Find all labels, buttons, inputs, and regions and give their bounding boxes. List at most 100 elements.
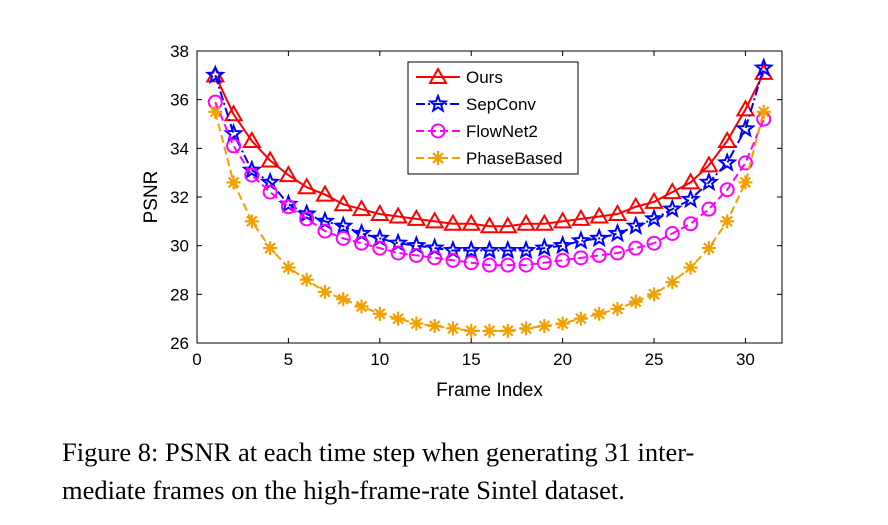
data-point <box>699 155 719 173</box>
asterisk-stroke <box>264 242 276 254</box>
x-tick-label: 5 <box>284 350 293 369</box>
data-point <box>588 227 610 248</box>
data-point <box>332 215 354 235</box>
y-tick-label: 34 <box>170 139 189 158</box>
data-point <box>516 213 536 231</box>
data-point <box>204 64 226 85</box>
data-point <box>406 208 427 226</box>
data-point <box>680 172 701 190</box>
data-point <box>717 131 737 149</box>
legend-label: Ours <box>466 68 503 87</box>
data-point <box>683 260 698 275</box>
data-point <box>571 208 591 226</box>
asterisk-stroke <box>319 286 331 298</box>
data-point <box>242 131 262 149</box>
data-point <box>372 240 388 256</box>
data-point <box>592 306 607 321</box>
data-point <box>716 152 738 172</box>
data-point <box>354 299 369 314</box>
data-point <box>735 118 756 138</box>
data-point <box>647 287 662 302</box>
caption-line-1: Figure 8: PSNR at each time step when ge… <box>62 437 695 467</box>
asterisk-stroke <box>483 325 496 337</box>
data-point <box>205 65 226 83</box>
y-tick-label: 28 <box>170 285 189 304</box>
data-point <box>406 234 427 255</box>
data-point <box>464 323 479 338</box>
legend-entry: SepConv <box>416 93 536 114</box>
x-tick-label: 15 <box>462 350 481 369</box>
asterisk-stroke <box>502 325 514 337</box>
legend-entry: Ours <box>416 66 503 87</box>
data-point <box>719 182 735 198</box>
legend-marker <box>431 151 445 165</box>
data-point <box>534 237 555 257</box>
data-point <box>424 211 445 229</box>
data-point <box>552 211 573 229</box>
data-point <box>244 167 260 183</box>
legend: Ours SepConv FlowNet2 PhaseBased <box>407 61 579 175</box>
data-point <box>518 257 534 273</box>
data-point <box>208 104 223 119</box>
data-point <box>664 226 680 241</box>
y-tick-label: 38 <box>170 42 189 61</box>
legend-label: PhaseBased <box>466 149 562 168</box>
data-point <box>299 272 314 287</box>
data-point <box>552 234 573 255</box>
data-point <box>515 239 537 260</box>
data-point <box>244 214 259 229</box>
data-point <box>278 165 299 183</box>
asterisk-stroke <box>246 215 258 228</box>
data-point <box>226 175 241 190</box>
data-point <box>519 321 534 336</box>
data-point <box>372 306 387 321</box>
data-point <box>427 318 442 333</box>
data-point <box>226 138 242 154</box>
data-point <box>388 206 408 224</box>
data-point <box>628 294 643 309</box>
data-point <box>281 260 296 275</box>
data-point <box>625 215 647 235</box>
data-point <box>260 150 280 168</box>
x-tick-label: 25 <box>645 350 664 369</box>
data-point <box>280 199 296 215</box>
data-point <box>445 321 460 336</box>
y-axis-label: PSNR <box>141 171 162 224</box>
data-point <box>753 57 775 77</box>
data-point <box>737 155 753 171</box>
data-point <box>500 323 515 338</box>
data-point <box>573 311 588 326</box>
series-line <box>214 72 765 228</box>
series-line <box>214 101 765 267</box>
data-point <box>589 206 609 224</box>
asterisk-stroke <box>432 152 444 164</box>
data-point <box>534 213 555 231</box>
data-point <box>735 99 756 117</box>
data-point <box>497 239 519 260</box>
data-point <box>701 201 717 217</box>
data-point <box>701 241 716 256</box>
asterisk-stroke <box>374 308 386 320</box>
data-point <box>683 216 699 232</box>
legend-label: SepConv <box>466 95 536 114</box>
caption-line-2: mediate frames on the high-frame-rate Si… <box>62 475 625 505</box>
data-point <box>351 222 372 243</box>
asterisk-stroke <box>611 303 624 315</box>
data-point <box>335 230 351 246</box>
data-point <box>443 213 463 231</box>
asterisk-stroke <box>337 293 349 305</box>
data-point <box>610 301 625 316</box>
x-tick-label: 20 <box>553 350 572 369</box>
data-point <box>607 222 628 243</box>
data-point <box>317 223 333 239</box>
data-point <box>628 240 644 256</box>
data-point <box>299 211 315 227</box>
data-point <box>680 188 701 209</box>
data-point <box>537 318 552 333</box>
x-tick-label: 0 <box>192 350 201 369</box>
asterisk-stroke <box>447 322 459 335</box>
asterisk-stroke <box>575 312 587 325</box>
asterisk-stroke <box>538 320 551 332</box>
data-point <box>262 184 278 200</box>
data-point <box>500 257 516 273</box>
